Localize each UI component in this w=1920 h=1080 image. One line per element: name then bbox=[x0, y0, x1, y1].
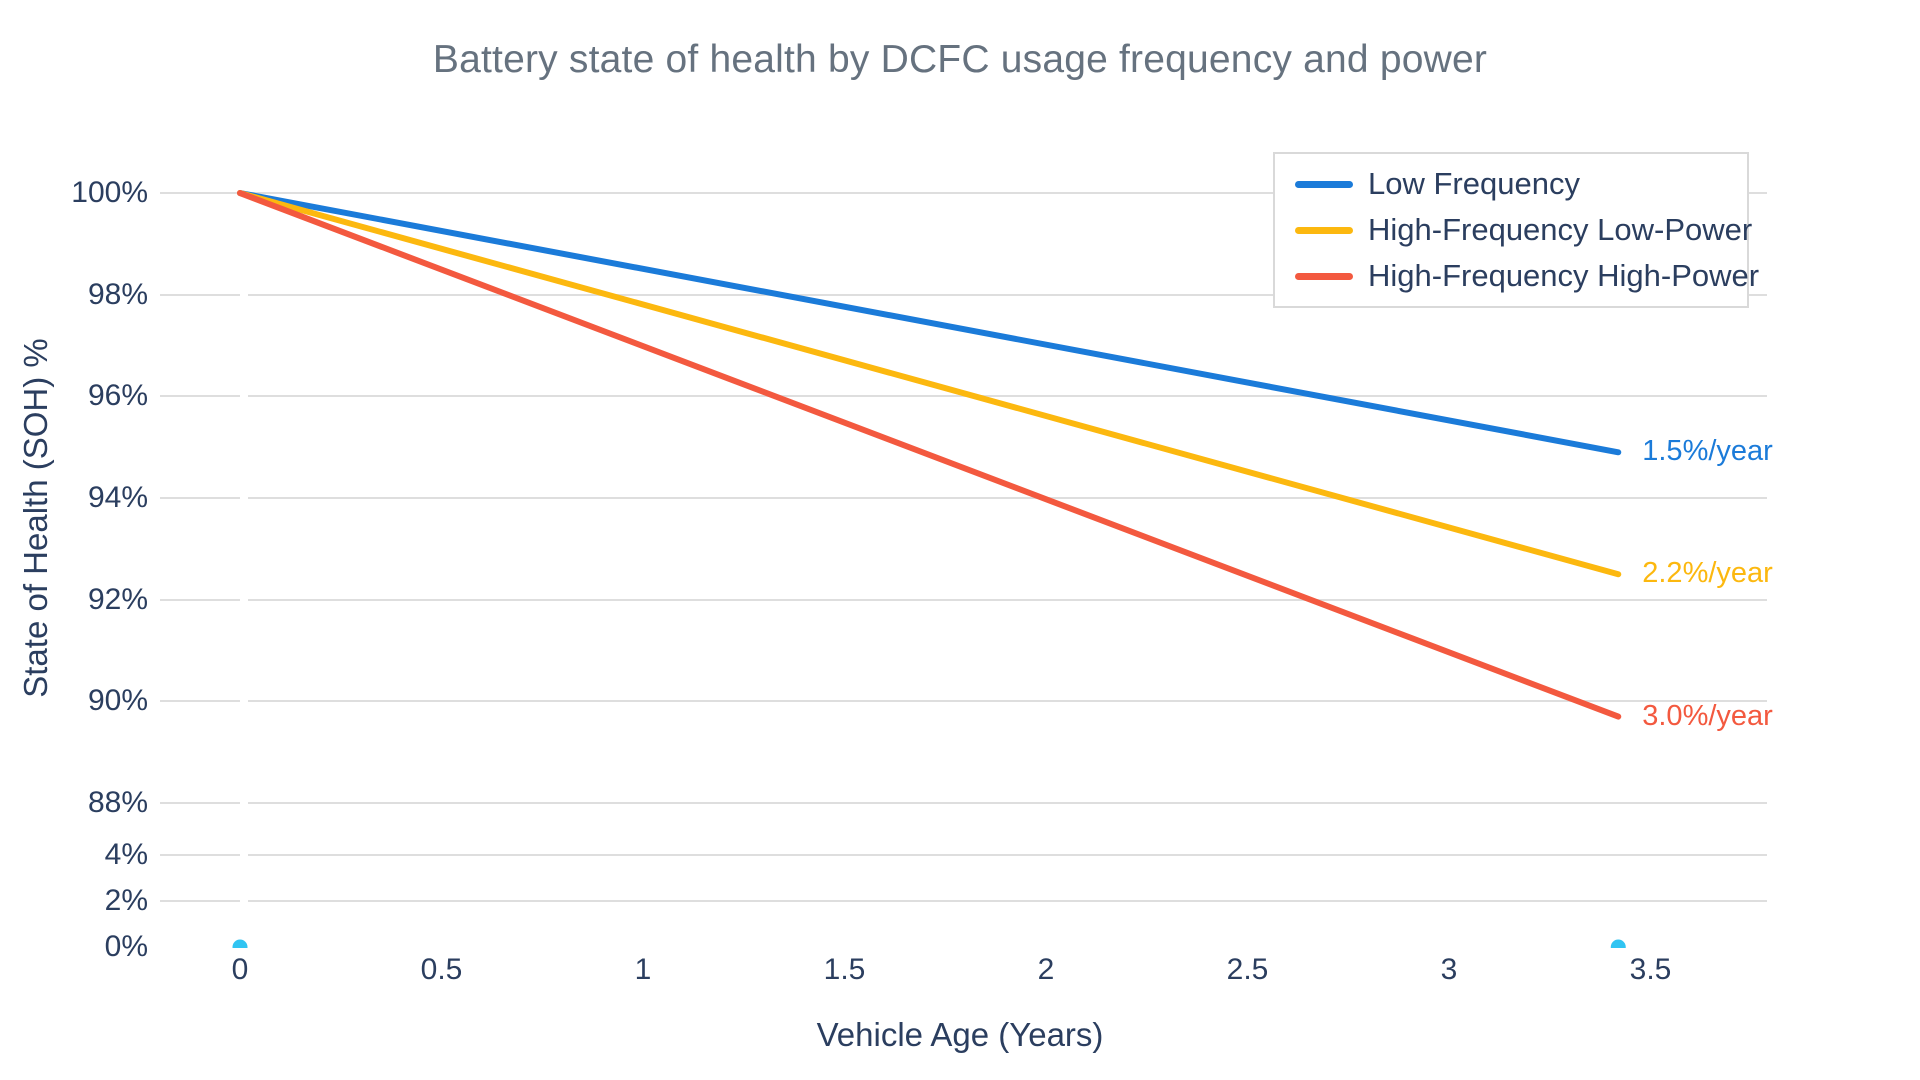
chart-title: Battery state of health by DCFC usage fr… bbox=[432, 38, 1488, 81]
x-tick-label-1-5: 1.5 bbox=[823, 953, 866, 986]
gridline-94- bbox=[160, 497, 1767, 500]
gridline-gap bbox=[240, 186, 248, 948]
gridline-88- bbox=[160, 802, 1767, 804]
y-tick-label-98-: 98% bbox=[87, 277, 148, 311]
marker-dot-1 bbox=[1610, 939, 1626, 948]
gridline-90- bbox=[160, 700, 1767, 703]
series-line-high-frequency-high-power bbox=[237, 190, 1622, 720]
legend-item-low-frequency[interactable]: Low Frequency bbox=[1295, 161, 1747, 207]
gridline-92- bbox=[160, 598, 1767, 601]
legend-item-high-frequency-high-power[interactable]: High-Frequency High-Power bbox=[1295, 253, 1759, 299]
legend-swatch-high-frequency-high-power bbox=[1295, 272, 1353, 280]
gridline-2- bbox=[160, 900, 1767, 902]
legend-label-low-frequency: Low Frequency bbox=[1368, 166, 1580, 201]
gridline-100- bbox=[160, 192, 1767, 195]
y-tick-label-92-: 92% bbox=[87, 582, 148, 616]
legend-item-high-frequency-low-power[interactable]: High-Frequency Low-Power bbox=[1295, 207, 1752, 253]
y-tick-label-2-: 2% bbox=[104, 884, 148, 917]
gridline-98- bbox=[160, 293, 1767, 296]
y-tick-label-100-: 100% bbox=[71, 176, 148, 210]
y-tick-label-90-: 90% bbox=[87, 684, 148, 718]
legend: Low Frequency High-Frequency Low-Power Hig… bbox=[1273, 152, 1759, 308]
marker-group bbox=[232, 939, 1626, 948]
y-tick-label-94-: 94% bbox=[87, 481, 148, 515]
x-tick-label-1: 1 bbox=[634, 953, 652, 986]
rate-annotation-low-frequency: 1.5%/year bbox=[1642, 435, 1773, 468]
x-tick-label-2: 2 bbox=[1037, 953, 1055, 986]
y-tick-label-0-: 0% bbox=[104, 930, 148, 963]
rate-annotation-high-frequency-high-power: 3.0%/year bbox=[1642, 699, 1773, 732]
x-tick-label-0: 0 bbox=[231, 953, 249, 986]
y-tick-label-4-: 4% bbox=[104, 838, 148, 871]
legend-label-high-frequency-low-power: High-Frequency Low-Power bbox=[1368, 212, 1753, 247]
gridline-4- bbox=[160, 854, 1767, 856]
x-tick-label-3: 3 bbox=[1440, 953, 1458, 986]
rate-annotation-high-frequency-low-power: 2.2%/year bbox=[1642, 557, 1773, 590]
marker-dot-0 bbox=[232, 939, 248, 948]
series-line-high-frequency-low-power bbox=[237, 190, 1622, 578]
legend-swatch-high-frequency-low-power bbox=[1295, 226, 1353, 234]
legend-swatch-low-frequency bbox=[1295, 180, 1353, 188]
gridline-96- bbox=[160, 395, 1767, 398]
x-tick-label-3-5: 3.5 bbox=[1629, 953, 1672, 986]
y-tick-label-96-: 96% bbox=[87, 379, 148, 413]
x-axis-title: Vehicle Age (Years) bbox=[816, 1016, 1104, 1053]
series-line-low-frequency bbox=[237, 190, 1622, 456]
legend-label-high-frequency-high-power: High-Frequency High-Power bbox=[1368, 258, 1760, 293]
x-tick-label-0-5: 0.5 bbox=[420, 953, 463, 986]
y-tick-label-88-: 88% bbox=[87, 786, 148, 819]
x-tick-label-2-5: 2.5 bbox=[1226, 953, 1269, 986]
